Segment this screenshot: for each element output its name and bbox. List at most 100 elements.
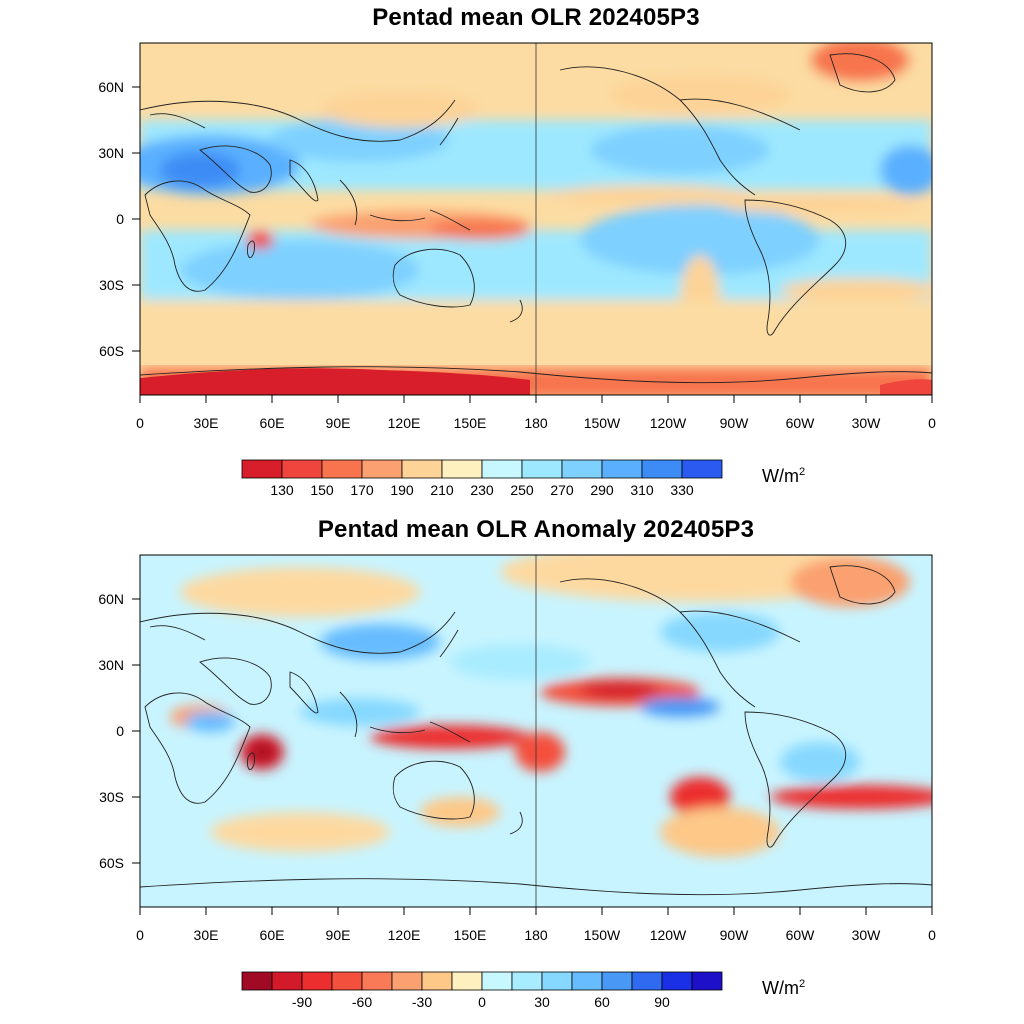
colorbar-swatch [541, 971, 573, 991]
x-tick-label: 90E [326, 927, 351, 943]
y-tick-label: 30N [98, 657, 124, 673]
colorbar-swatch [661, 971, 693, 991]
colorbar-label: 130 [270, 482, 294, 498]
x-tick-marks [139, 907, 933, 915]
colorbar-swatch [271, 971, 303, 991]
x-tick-marks [139, 395, 933, 403]
olr-anomaly-panel: Pentad mean OLR Anomaly 202405P3 [0, 512, 1024, 1024]
colorbar-swatch [481, 459, 523, 479]
x-tick-label: 90W [720, 927, 750, 943]
y-tick-label: 60N [98, 79, 124, 95]
colorbar-label: 90 [654, 994, 670, 1010]
x-tick-label: 60E [260, 415, 285, 431]
x-tick-label: 150E [454, 927, 487, 943]
olr-anomaly-map-figure: 0 30E 60E 90E 120E 150E 180 150W 120W 90… [98, 554, 936, 1010]
y-tick-label: 60S [99, 343, 124, 359]
colorbar-swatch [361, 459, 403, 479]
x-tick-label: 0 [928, 415, 936, 431]
x-tick-label: 0 [136, 415, 144, 431]
x-tick-label: 180 [524, 927, 548, 943]
colorbar: 130 150 170 190 210 230 250 270 290 310 330 [241, 459, 723, 498]
x-tick-label: 90E [326, 415, 351, 431]
x-tick-label: 30W [852, 927, 882, 943]
x-tick-label: 120W [650, 415, 687, 431]
y-tick-marks [132, 86, 140, 352]
colorbar-label: -60 [352, 994, 372, 1010]
colorbar-label: 230 [470, 482, 494, 498]
colorbar-swatch [401, 459, 443, 479]
colorbar-swatch [321, 459, 363, 479]
colorbar-swatch [241, 459, 283, 479]
colorbar-swatch [481, 971, 513, 991]
colorbar-swatch [391, 971, 423, 991]
y-tick-label: 60S [99, 855, 124, 871]
x-tick-label: 0 [928, 927, 936, 943]
x-tick-label: 60W [786, 927, 816, 943]
y-tick-label: 60N [98, 591, 124, 607]
x-tick-label: 60W [786, 415, 816, 431]
colorbar-swatch [641, 459, 683, 479]
colorbar-label: 250 [510, 482, 534, 498]
y-tick-label: 30N [98, 145, 124, 161]
x-tick-label: 120W [650, 927, 687, 943]
olr-mean-map-figure: 0 30E 60E 90E 120E 150E 180 150W 120W 90… [98, 42, 936, 498]
olr-mean-field [140, 43, 932, 395]
x-tick-label: 0 [136, 927, 144, 943]
y-tick-marks [132, 598, 140, 864]
colorbar-swatch [421, 971, 453, 991]
colorbar-swatch [441, 459, 483, 479]
colorbar: -90 -60 -30 0 30 60 90 [241, 971, 723, 1010]
colorbar-swatch [571, 971, 603, 991]
colorbar-swatch [451, 971, 483, 991]
x-tick-label: 120E [388, 415, 421, 431]
x-tick-label: 60E [260, 927, 285, 943]
colorbar-label: 30 [534, 994, 550, 1010]
y-tick-label: 30S [99, 277, 124, 293]
colorbar-label: 210 [430, 482, 454, 498]
colorbar-swatch [681, 459, 723, 479]
colorbar-swatch [691, 971, 723, 991]
x-tick-label: 150W [584, 415, 621, 431]
colorbar-label: 270 [550, 482, 574, 498]
y-tick-label: 0 [116, 723, 124, 739]
panel-title: Pentad mean OLR Anomaly 202405P3 [317, 516, 755, 543]
x-tick-label: 90W [720, 415, 750, 431]
colorbar-swatch [361, 971, 393, 991]
colorbar-swatch [331, 971, 363, 991]
colorbar-label: 190 [390, 482, 414, 498]
x-tick-label: 120E [388, 927, 421, 943]
coastlines [140, 565, 932, 896]
x-tick-label: 150E [454, 415, 487, 431]
panel-title: Pentad mean OLR 202405P3 [372, 4, 700, 31]
colorbar-swatch [561, 459, 603, 479]
olr-mean-panel: Pentad mean OLR 202405P3 [98, 4, 936, 498]
units-label: W/m2 [762, 978, 806, 998]
colorbar-label: 60 [594, 994, 610, 1010]
colorbar-swatch [631, 971, 663, 991]
colorbar-swatch [511, 971, 543, 991]
colorbar-label: 290 [590, 482, 614, 498]
x-tick-label: 30E [194, 927, 219, 943]
y-tick-label: 30S [99, 789, 124, 805]
colorbar-swatch [521, 459, 563, 479]
colorbar-label: 150 [310, 482, 334, 498]
colorbar-swatch [301, 971, 333, 991]
colorbar-label: -30 [412, 994, 432, 1010]
colorbar-swatch [281, 459, 323, 479]
x-tick-label: 150W [584, 927, 621, 943]
colorbar-swatch [241, 971, 273, 991]
colorbar-label: 330 [670, 482, 694, 498]
x-tick-label: 30W [852, 415, 882, 431]
x-tick-label: 30E [194, 415, 219, 431]
colorbar-label: 310 [630, 482, 654, 498]
x-tick-label: 180 [524, 415, 548, 431]
colorbar-swatch [601, 459, 643, 479]
units-label: W/m2 [762, 466, 806, 486]
colorbar-label: 0 [478, 994, 486, 1010]
coastlines [140, 53, 932, 384]
colorbar-swatch [601, 971, 633, 991]
olr-anomaly-field [140, 555, 932, 907]
colorbar-label: -90 [292, 994, 312, 1010]
colorbar-label: 170 [350, 482, 374, 498]
y-tick-label: 0 [116, 211, 124, 227]
